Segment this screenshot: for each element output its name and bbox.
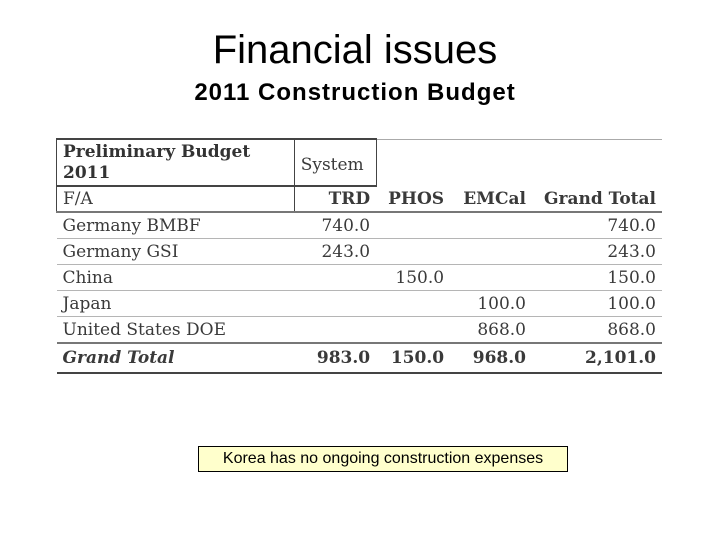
table-cell — [376, 316, 451, 344]
table-cell: 243.0 — [294, 238, 377, 265]
row-label: Japan — [56, 290, 295, 317]
table-cell: 243.0 — [532, 238, 662, 265]
row-header-label: F/A — [56, 185, 295, 213]
total-cell: 968.0 — [450, 342, 532, 374]
column-header-trd: TRD — [294, 185, 377, 213]
table-corner-label: Preliminary Budget 2011 — [56, 138, 295, 186]
table-row: China 150.0 150.0 — [56, 264, 662, 291]
table-cell — [294, 316, 377, 344]
table-cell — [376, 290, 451, 317]
total-cell: 2,101.0 — [532, 342, 662, 374]
table-cell — [294, 264, 377, 291]
row-label: China — [56, 264, 295, 291]
table-cell: 740.0 — [532, 212, 662, 239]
table-cell: 100.0 — [450, 290, 532, 317]
table-cell: 150.0 — [376, 264, 451, 291]
column-header-emcal: EMCal — [450, 186, 532, 213]
table-row: Germany BMBF 740.0 740.0 — [56, 212, 662, 239]
table-cell — [450, 212, 532, 239]
slide-title: Financial issues — [212, 28, 498, 72]
table-cell — [294, 290, 377, 317]
table-cell — [376, 238, 451, 265]
table-row: United States DOE 868.0 868.0 — [56, 316, 662, 344]
table-header-row: Preliminary Budget 2011 System — [56, 138, 662, 186]
grand-total-label: Grand Total — [56, 342, 295, 374]
slide-subtitle: 2011 Construction Budget — [194, 79, 516, 106]
total-cell: 150.0 — [376, 342, 451, 374]
note-box: Korea has no ongoing construction expens… — [198, 446, 568, 472]
row-label: United States DOE — [56, 316, 295, 344]
total-cell: 983.0 — [294, 342, 377, 374]
column-header-row: F/A TRD PHOS EMCal Grand Total — [56, 185, 662, 213]
system-header: System — [294, 138, 377, 186]
table-cell — [376, 212, 451, 239]
table-cell: 868.0 — [450, 316, 532, 344]
table-cell: 740.0 — [294, 212, 377, 239]
row-label: Germany BMBF — [56, 212, 295, 239]
corner-label-line2: 2011 — [63, 162, 111, 183]
table-cell — [450, 238, 532, 265]
table-cell — [450, 264, 532, 291]
corner-label-line1: Preliminary Budget — [63, 141, 251, 162]
table-cell: 150.0 — [532, 264, 662, 291]
table-row: Germany GSI 243.0 243.0 — [56, 238, 662, 265]
grand-total-row: Grand Total 983.0 150.0 968.0 2,101.0 — [56, 342, 662, 374]
table-cell: 868.0 — [532, 316, 662, 344]
column-header-grand-total: Grand Total — [532, 186, 662, 213]
row-label: Germany GSI — [56, 238, 295, 265]
column-header-phos: PHOS — [376, 186, 451, 213]
budget-table: Preliminary Budget 2011 System F/A TRD P… — [56, 138, 662, 374]
table-row: Japan 100.0 100.0 — [56, 290, 662, 317]
table-cell: 100.0 — [532, 290, 662, 317]
